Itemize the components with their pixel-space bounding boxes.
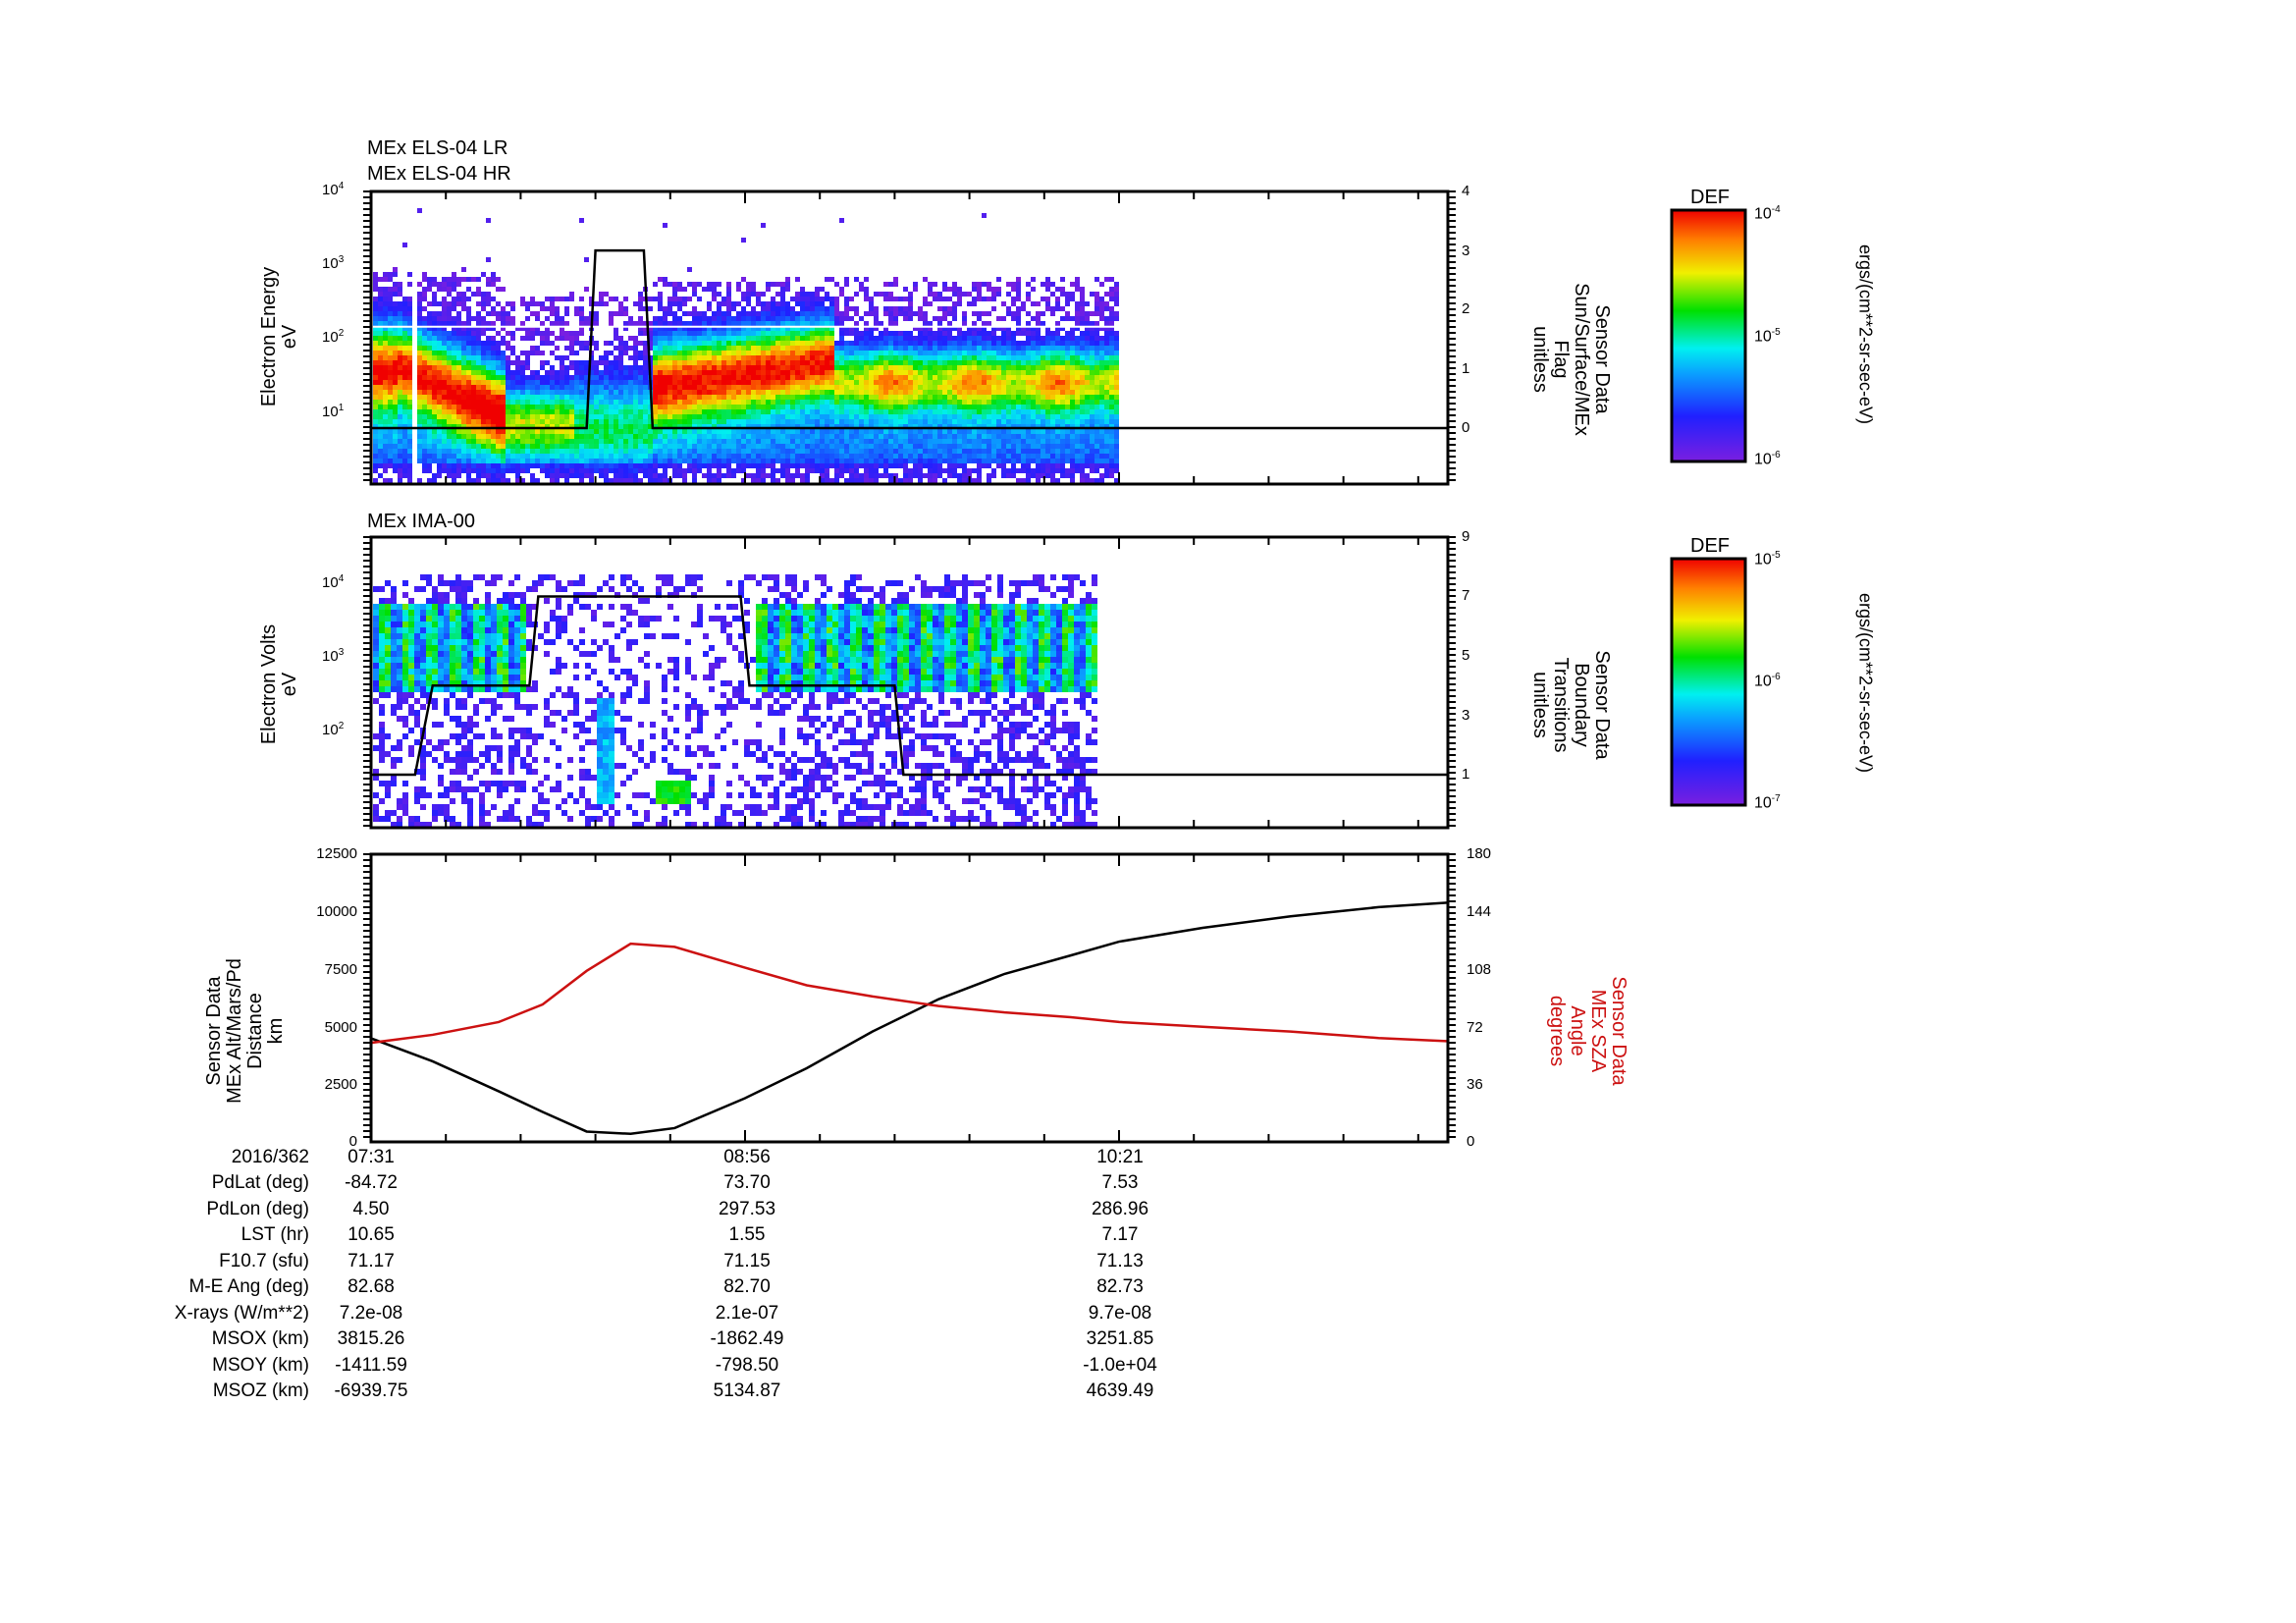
y2tick-mid-5: 5 (1462, 647, 1470, 664)
ytick-bot-0: 0 (348, 1133, 357, 1150)
colorbar-ima-units: ergs/(cm**2-sr-sec-eV) (1855, 592, 1876, 774)
time-label-1: 08:56 (723, 1147, 771, 1167)
y2tick-top-3: 3 (1462, 243, 1470, 259)
ephemeris-value: 1.55 (728, 1224, 766, 1245)
y2tick-bot-72: 72 (1467, 1019, 1483, 1036)
ytick-mid-1e2: 102 (322, 721, 345, 738)
y2tick-mid-9: 9 (1462, 528, 1470, 545)
ephemeris-value: -798.50 (715, 1354, 779, 1376)
altitude-line (370, 900, 1450, 1136)
ytick-bot-10000: 10000 (316, 903, 357, 920)
ephemeris-value: -84.72 (345, 1172, 398, 1193)
panel-title-ima: MEx IMA-00 (367, 511, 476, 532)
ephemeris-value: 5134.87 (713, 1380, 781, 1401)
ephemeris-value: -6939.75 (334, 1380, 408, 1401)
time-label-2: 10:21 (1096, 1147, 1144, 1167)
ephemeris-row-label: LST (hr) (240, 1224, 309, 1245)
y2tick-bot-108: 108 (1467, 961, 1492, 978)
colorbar-els-min: 10-6 (1754, 450, 1781, 468)
colorbar-els-title: DEF (1690, 187, 1730, 208)
y2label-boundary-transitions: Sensor Data Boundary Transitions unitles… (1529, 650, 1613, 760)
ephemeris-value: 73.70 (723, 1172, 771, 1193)
ephemeris-value: 9.7e-08 (1088, 1302, 1152, 1324)
y2tick-mid-3: 3 (1462, 707, 1470, 724)
panel-title-els-lr: MEx ELS-04 LR (367, 137, 508, 159)
ephemeris-value: 82.73 (1096, 1276, 1144, 1297)
ephemeris-value: 3815.26 (337, 1328, 405, 1349)
y2label-sza-angle: Sensor Data MEx SZA Angle degrees (1546, 976, 1629, 1086)
ephemeris-value: 286.96 (1091, 1198, 1149, 1219)
ytick-top-1e3: 103 (322, 254, 345, 272)
ytick-top-1e2: 102 (322, 328, 345, 346)
colorbar-els-mid: 10-5 (1754, 327, 1781, 346)
ephemeris-value: 4.50 (352, 1198, 390, 1219)
ephemeris-value: 71.15 (723, 1250, 771, 1271)
colorbar-ima-title: DEF (1690, 535, 1730, 557)
ytick-bot-5000: 5000 (324, 1019, 357, 1036)
colorbar-ima-mid: 10-6 (1754, 672, 1781, 690)
colorbar-ima-min: 10-7 (1754, 793, 1781, 812)
ephemeris-row-label: M-E Ang (deg) (188, 1276, 310, 1297)
y2tick-top-2: 2 (1462, 300, 1470, 317)
colorbar-els-units: ergs/(cm**2-sr-sec-eV) (1855, 243, 1876, 425)
ylabel-altitude: Sensor Data MEx Alt/Mars/Pd Distance km (203, 958, 287, 1104)
ephemeris-value: 4639.49 (1086, 1380, 1154, 1401)
y2tick-top-0: 0 (1462, 419, 1470, 436)
ephemeris-row-label: MSOZ (km) (212, 1380, 309, 1401)
ima-spectrogram (373, 574, 1097, 828)
overlay-lines (370, 248, 1450, 1136)
ephemeris-value: 7.53 (1101, 1172, 1139, 1193)
ylabel-electron-energy: Electron Energy eV (258, 266, 300, 407)
ephemeris-value: 7.17 (1101, 1224, 1139, 1245)
sza-line (370, 942, 1450, 1045)
y2tick-bot-144: 144 (1467, 903, 1492, 920)
y2tick-mid-1: 1 (1462, 766, 1470, 783)
time-label-0: 07:31 (347, 1147, 395, 1167)
ephemeris-value: 297.53 (718, 1198, 776, 1219)
colorbar-ima (1670, 557, 1747, 807)
ephemeris-value: 82.70 (723, 1276, 771, 1297)
ephemeris-value: 10.65 (347, 1224, 395, 1245)
y2tick-top-4: 4 (1462, 183, 1470, 199)
axes (363, 189, 1456, 1144)
ephemeris-row-label: X-rays (W/m**2) (174, 1302, 309, 1324)
ytick-top-1e1: 101 (322, 403, 345, 420)
y2tick-bot-0: 0 (1467, 1133, 1475, 1150)
ephemeris-value: -1862.49 (710, 1328, 784, 1349)
ephemeris-value: 82.68 (347, 1276, 395, 1297)
ephemeris-value: -1.0e+04 (1083, 1354, 1157, 1376)
ytick-top-1e4: 104 (322, 181, 345, 198)
ytick-mid-1e4: 104 (322, 573, 345, 591)
ephemeris-row-label: MSOX (km) (211, 1328, 309, 1349)
ephemeris-value: 2.1e-07 (715, 1302, 779, 1324)
ytick-bot-12500: 12500 (316, 845, 357, 862)
ephemeris-value: 71.13 (1096, 1250, 1144, 1271)
colorbar-els (1670, 208, 1747, 463)
ephemeris-row-label: MSOY (km) (212, 1354, 309, 1376)
ytick-mid-1e3: 103 (322, 647, 345, 665)
ephemeris-row-label: F10.7 (sfu) (219, 1250, 309, 1271)
colorbar-ima-max: 10-5 (1754, 550, 1781, 568)
y2tick-mid-7: 7 (1462, 587, 1470, 604)
colorbar-els-max: 10-4 (1754, 204, 1781, 223)
ylabel-electron-volts: Electron Volts eV (258, 623, 300, 745)
ephemeris-value: 71.17 (347, 1250, 395, 1271)
ytick-bot-7500: 7500 (324, 961, 357, 978)
ephemeris-value: -1411.59 (335, 1354, 407, 1376)
els-spectrogram (373, 208, 1119, 483)
y2label-sun-surface-flag: Sensor Data Sun/Surface/MEx Flag unitles… (1529, 283, 1613, 436)
ephemeris-date: 2016/362 (231, 1147, 309, 1167)
ephemeris-value: 3251.85 (1086, 1328, 1154, 1349)
ephemeris-value: 7.2e-08 (339, 1302, 403, 1324)
ephemeris-row-label: PdLat (deg) (211, 1172, 309, 1193)
ytick-bot-2500: 2500 (324, 1076, 357, 1093)
y2tick-bot-36: 36 (1467, 1076, 1483, 1093)
y2tick-bot-180: 180 (1467, 845, 1492, 862)
ephemeris-row-label: PdLon (deg) (206, 1198, 309, 1219)
y2tick-top-1: 1 (1462, 360, 1470, 377)
panel-title-els-hr: MEx ELS-04 HR (367, 163, 511, 185)
